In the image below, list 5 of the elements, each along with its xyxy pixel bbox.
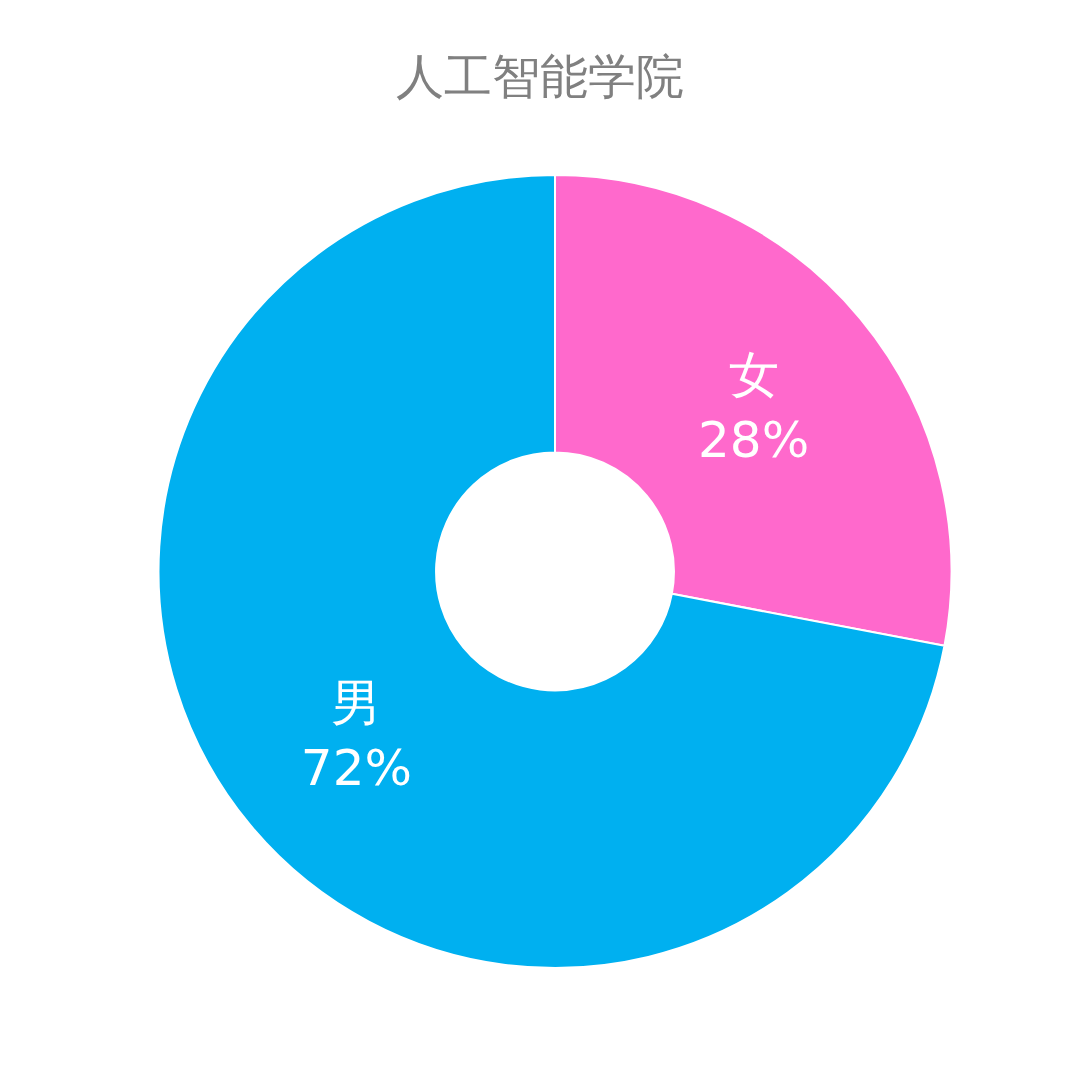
data-label: 28% [698,410,810,469]
slice-label: 女 [728,345,779,404]
chart-title: 人工智能学院 [396,47,684,104]
slice-label: 男 [331,674,382,733]
data-label: 72% [300,739,412,798]
